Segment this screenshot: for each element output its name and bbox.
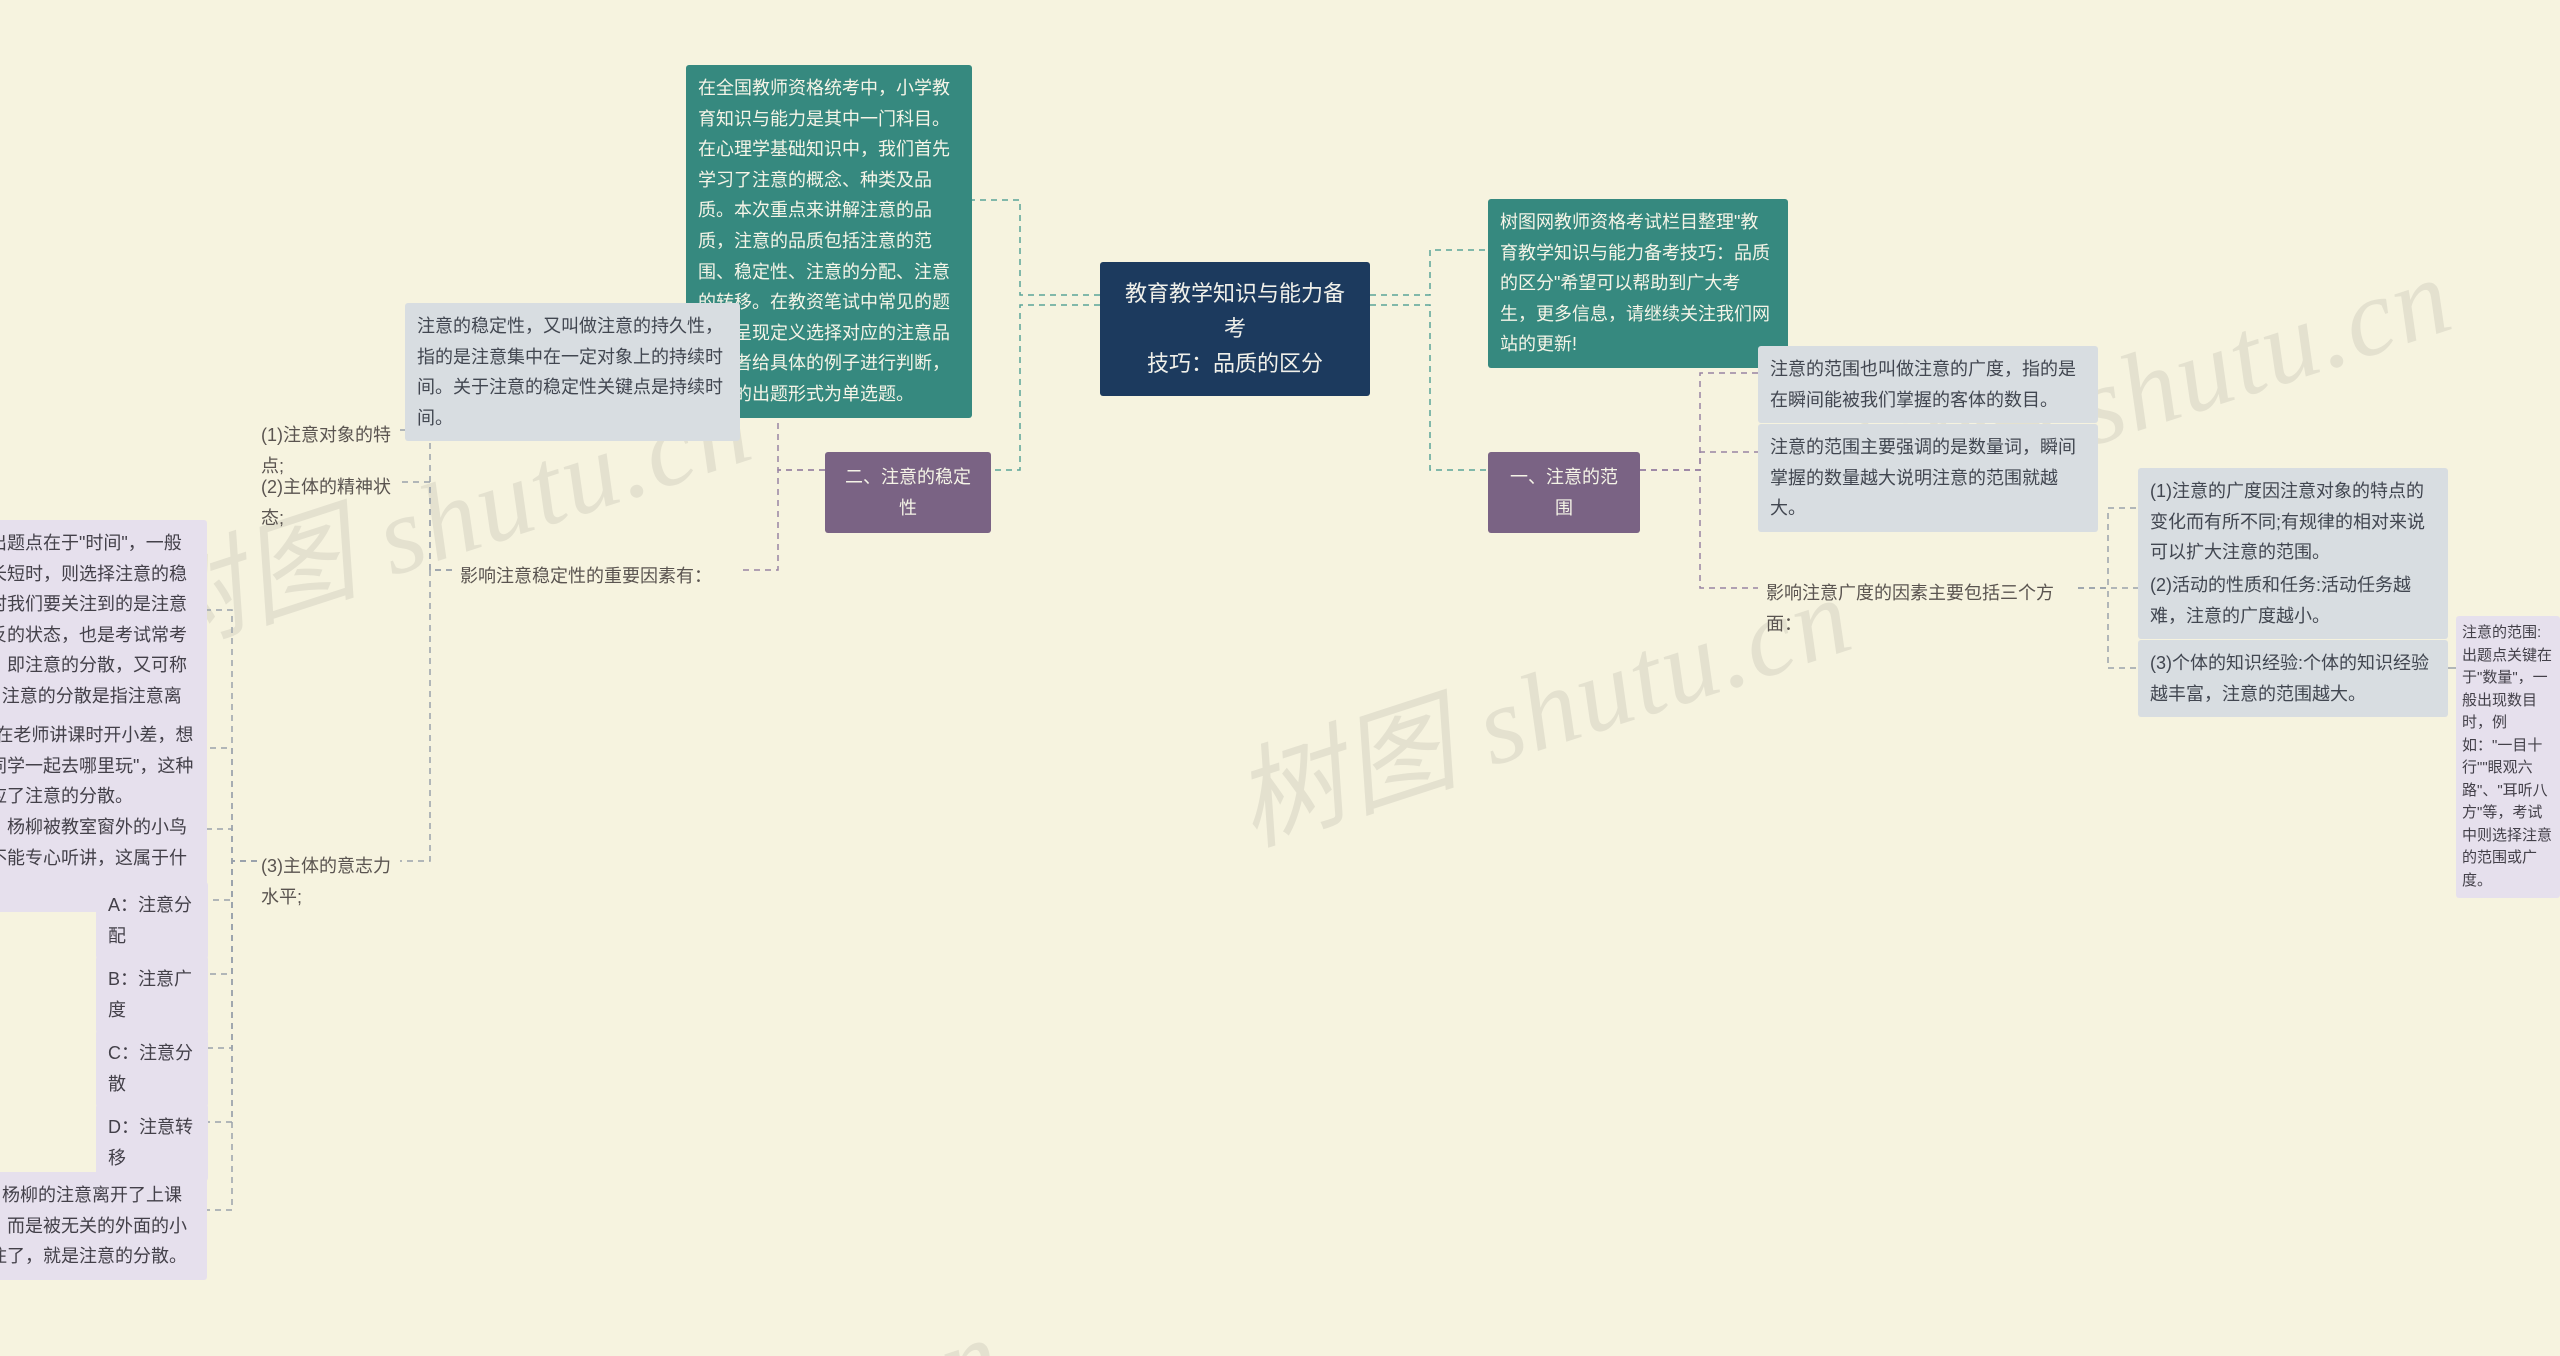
root-line1: 教育教学知识与能力备考 [1125, 281, 1345, 341]
watermark: 树图 shutu.cn [361, 1265, 1018, 1356]
left-f3[interactable]: (3)主体的意志力水平; [253, 847, 413, 916]
right-intro-node[interactable]: 树图网教师资格考试栏目整理"教育教学知识与能力备考技巧：品质的区分"希望可以帮助… [1488, 199, 1788, 368]
left-option-d[interactable]: D：注意转移 [96, 1104, 208, 1181]
left-n1[interactable]: 注意的稳定性，又叫做注意的持久性，指的是注意集中在一定对象上的持续时间。关于注意… [405, 303, 740, 441]
left-f2[interactable]: (2)主体的精神状态; [253, 468, 403, 537]
root-line2: 技巧：品质的区分 [1147, 351, 1323, 376]
right-factors-label[interactable]: 影响注意广度的因素主要包括三个方面： [1758, 574, 2078, 643]
right-n1[interactable]: 注意的范围也叫做注意的广度，指的是在瞬间能被我们掌握的客体的数目。 [1758, 346, 2098, 423]
right-f3[interactable]: (3)个体的知识经验:个体的知识经验越丰富，注意的范围越大。 [2138, 640, 2448, 717]
branch-right-title[interactable]: 一、注意的范围 [1488, 452, 1640, 533]
right-tip[interactable]: 注意的范围:出题点关键在于"数量"，一般出现数目时，例如："一目十行""眼观六路… [2456, 616, 2560, 898]
right-f1[interactable]: (1)注意的广度因注意对象的特点的变化而有所不同;有规律的相对来说可以扩大注意的… [2138, 468, 2448, 576]
left-analysis[interactable]: 解析：C，杨柳的注意离开了上课这件事情，而是被无关的外面的小鸟所吸引住了，就是注… [0, 1172, 207, 1280]
right-n2[interactable]: 注意的范围主要强调的是数量词，瞬间掌握的数量越大说明注意的范围就越大。 [1758, 424, 2098, 532]
left-option-b[interactable]: B：注意广度 [96, 956, 208, 1033]
root-node[interactable]: 教育教学知识与能力备考 技巧：品质的区分 [1100, 262, 1370, 396]
left-option-c[interactable]: C：注意分散 [96, 1030, 208, 1107]
branch-left-title[interactable]: 二、注意的稳定性 [825, 452, 991, 533]
left-factors-label[interactable]: 影响注意稳定性的重要因素有： [452, 557, 740, 596]
right-f2[interactable]: (2)活动的性质和任务:活动任务越难，注意的广度越小。 [2138, 562, 2448, 639]
left-option-a[interactable]: A：注意分配 [96, 882, 208, 959]
